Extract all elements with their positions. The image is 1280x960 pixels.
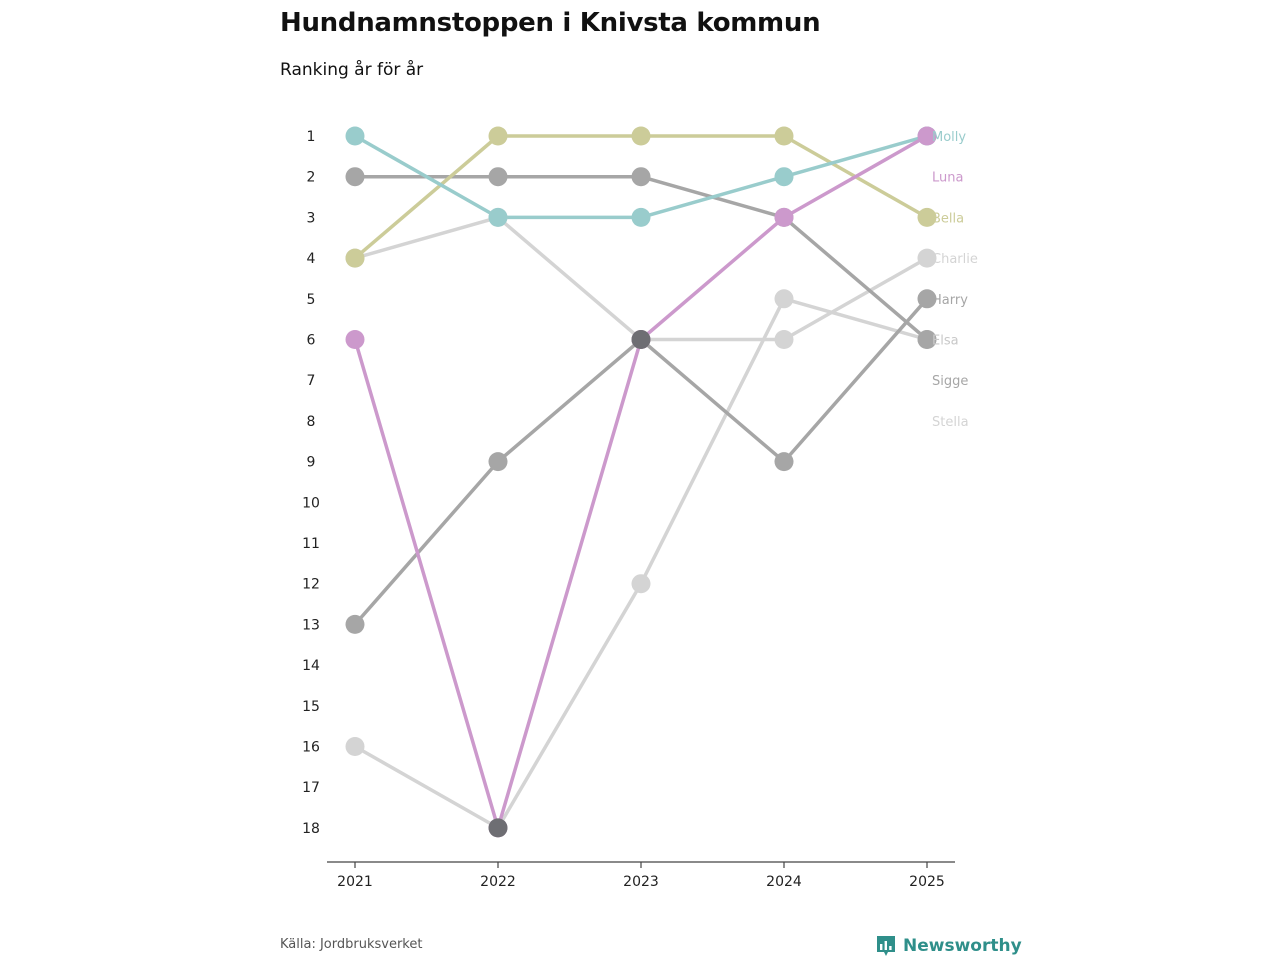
point-molly	[488, 207, 508, 227]
y-tick-label: 5	[307, 292, 316, 308]
end-label-charlie: Charlie	[932, 252, 978, 267]
point-bella	[345, 248, 365, 268]
y-tick-label: 11	[302, 536, 320, 552]
end-label-bella: Bella	[932, 211, 964, 226]
newsworthy-logo[interactable]: Newsworthy	[875, 934, 1022, 958]
end-label-elsa: Elsa	[932, 334, 959, 349]
point-harry	[774, 452, 794, 472]
point-elsa	[488, 167, 508, 187]
newsworthy-icon	[877, 936, 895, 956]
point-charlie	[774, 330, 794, 349]
point-elsa	[631, 167, 651, 187]
x-axis: 2021 2022 2023 2024 2025	[327, 861, 955, 890]
point-harry	[488, 452, 508, 472]
point-bella	[488, 126, 508, 146]
y-tick-label: 12	[302, 577, 320, 593]
y-tick-label: 10	[302, 495, 320, 511]
y-tick-label: 2	[307, 170, 316, 186]
point-stella	[345, 737, 365, 756]
y-tick-label: 7	[307, 373, 316, 389]
y-tick-label: 8	[307, 414, 316, 430]
y-tick-label: 9	[307, 455, 316, 471]
y-tick-label: 1	[307, 129, 316, 145]
point-elsa	[345, 167, 365, 187]
end-label-stella: Stella	[932, 415, 969, 430]
point-molly	[345, 126, 365, 146]
y-tick-label: 6	[307, 333, 316, 349]
series-line-charlie	[353, 215, 929, 342]
y-tick-label: 15	[302, 699, 320, 715]
point-bella	[774, 126, 794, 146]
y-tick-label: 18	[302, 821, 320, 837]
series-line-luna	[353, 134, 929, 830]
y-tick-label: 4	[307, 251, 316, 267]
overlap-point	[631, 330, 651, 349]
point-luna	[345, 330, 365, 349]
point-luna	[774, 207, 794, 227]
end-labels: Molly Luna Bella Charlie Harry Elsa Sigge Stell…	[932, 130, 978, 430]
point-stella	[631, 574, 651, 594]
x-tick-label: 2021	[337, 874, 373, 890]
series-points	[345, 126, 937, 838]
point-molly	[631, 207, 651, 227]
y-tick-label: 17	[302, 780, 320, 796]
end-label-harry: Harry	[932, 293, 968, 308]
point-harry	[917, 289, 937, 309]
series-line-stella	[353, 297, 929, 830]
point-elsa	[917, 330, 937, 349]
end-label-sigge: Sigge	[932, 374, 968, 389]
overlap-point	[488, 818, 508, 838]
series-line-bella	[353, 134, 929, 260]
x-tick-label: 2022	[480, 874, 516, 890]
source-note: Källa: Jordbruksverket	[280, 937, 423, 952]
point-harry	[345, 614, 365, 634]
x-tick-label: 2024	[766, 874, 802, 890]
point-bella	[917, 207, 937, 227]
point-charlie	[917, 248, 937, 268]
chart-title: Hundnamnstoppen i Knivsta kommun	[280, 8, 821, 38]
end-label-molly: Molly	[932, 130, 966, 145]
point-molly	[774, 167, 794, 187]
point-stella	[774, 289, 794, 309]
x-tick-label: 2025	[909, 874, 945, 890]
y-tick-label: 3	[307, 210, 316, 226]
series-lines	[353, 134, 929, 830]
brand-name: Newsworthy	[903, 936, 1022, 956]
y-tick-label: 16	[302, 740, 320, 756]
point-luna	[917, 126, 937, 146]
y-tick-label: 14	[302, 658, 320, 674]
end-label-luna: Luna	[932, 171, 963, 186]
y-tick-label: 13	[302, 617, 320, 633]
point-bella	[631, 126, 651, 146]
x-tick-label: 2023	[623, 874, 659, 890]
chart-subtitle: Ranking år för år	[280, 60, 424, 80]
